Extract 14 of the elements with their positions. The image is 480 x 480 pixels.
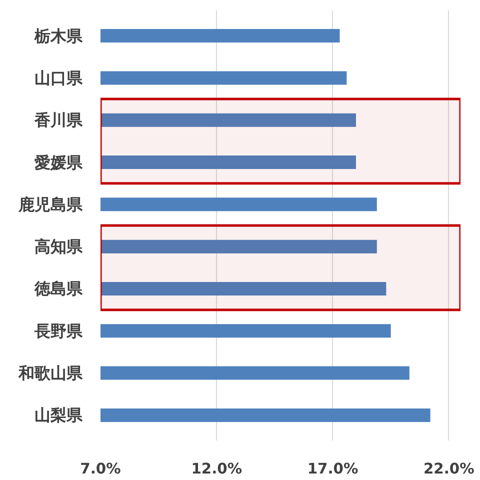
y-tick-label: 愛媛県	[34, 152, 84, 172]
x-tick-label: 12.0%	[191, 460, 242, 478]
x-tick-label: 17.0%	[307, 460, 358, 478]
y-tick-label: 山梨県	[34, 406, 84, 425]
x-tick-label: 22.0%	[423, 460, 475, 478]
y-tick-label: 栃木県	[34, 26, 84, 46]
y-tick-label: 鹿児島県	[18, 194, 84, 214]
y-tick-label: 長野県	[34, 321, 84, 340]
y-tick-label: 山口県	[34, 68, 84, 88]
y-tick-label: 高知県	[34, 237, 84, 256]
y-tick-label: 徳島県	[34, 279, 84, 298]
x-tick-label: 7.0%	[80, 460, 122, 478]
y-tick-label: 和歌山県	[18, 364, 84, 383]
y-tick-label: 香川県	[34, 110, 84, 130]
